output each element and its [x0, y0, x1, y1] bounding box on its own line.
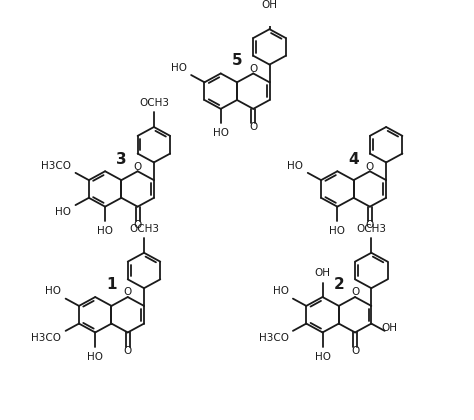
Text: OH: OH — [262, 0, 277, 10]
Text: HO: HO — [55, 207, 71, 218]
Text: HO: HO — [273, 286, 289, 296]
Text: O: O — [134, 162, 142, 172]
Text: HO: HO — [287, 160, 303, 171]
Text: HO: HO — [97, 226, 113, 236]
Text: HO: HO — [87, 352, 103, 362]
Text: O: O — [366, 162, 374, 172]
Text: 5: 5 — [232, 53, 242, 68]
Text: HO: HO — [315, 352, 330, 362]
Text: O: O — [351, 346, 359, 356]
Text: OH: OH — [315, 268, 330, 278]
Text: O: O — [351, 287, 359, 297]
Text: OH: OH — [381, 323, 397, 333]
Text: H3CO: H3CO — [259, 333, 289, 343]
Text: OCH3: OCH3 — [129, 223, 159, 234]
Text: O: O — [124, 287, 132, 297]
Text: H3CO: H3CO — [41, 160, 71, 171]
Text: OCH3: OCH3 — [356, 223, 386, 234]
Text: 1: 1 — [106, 278, 117, 292]
Text: O: O — [366, 220, 374, 230]
Text: HO: HO — [46, 286, 61, 296]
Text: O: O — [249, 122, 257, 132]
Text: 3: 3 — [116, 152, 127, 167]
Text: HO: HO — [171, 63, 187, 73]
Text: H3CO: H3CO — [31, 333, 61, 343]
Text: HO: HO — [329, 226, 346, 236]
Text: 4: 4 — [348, 152, 359, 167]
Text: 2: 2 — [333, 278, 344, 292]
Text: O: O — [124, 346, 132, 356]
Text: O: O — [249, 64, 257, 74]
Text: OCH3: OCH3 — [139, 98, 169, 108]
Text: O: O — [134, 220, 142, 230]
Text: HO: HO — [213, 128, 229, 138]
